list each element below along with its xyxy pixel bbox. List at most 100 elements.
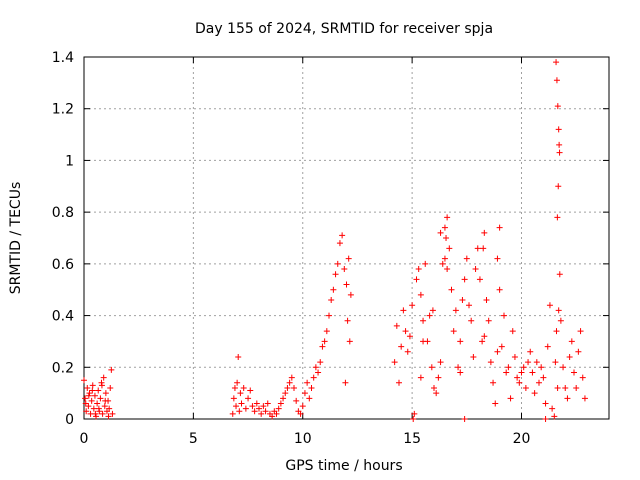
data-point [253, 400, 260, 407]
data-point [393, 322, 400, 329]
data-point [552, 359, 559, 366]
data-point [562, 384, 569, 391]
data-point [245, 395, 252, 402]
data-point [527, 348, 534, 355]
data-point [472, 266, 479, 273]
data-point [319, 343, 326, 350]
data-point [291, 384, 297, 391]
data-point [234, 379, 241, 386]
data-point [417, 374, 424, 381]
data-point [554, 103, 561, 110]
data-point [308, 384, 315, 391]
data-point [483, 297, 490, 304]
data-point [468, 317, 475, 324]
data-point [413, 276, 420, 283]
data-point [556, 149, 563, 156]
data-point [476, 276, 483, 283]
data-point [107, 384, 114, 391]
data-point [554, 214, 561, 221]
data-point [420, 317, 427, 324]
data-point [437, 359, 444, 366]
data-point [93, 413, 100, 420]
data-point [100, 374, 107, 381]
data-point [102, 390, 109, 397]
data-point [498, 343, 505, 350]
data-point [297, 410, 304, 417]
data-point [410, 416, 417, 422]
data-point [420, 338, 427, 345]
y-tick-label: 1 [65, 153, 74, 169]
data-point [542, 416, 549, 422]
y-tick-label: 1.4 [52, 50, 74, 66]
data-point [98, 382, 105, 389]
y-tick-label: 0.8 [52, 205, 74, 221]
data-point [342, 379, 349, 386]
data-point [448, 286, 455, 293]
data-point [496, 224, 503, 231]
data-point [336, 240, 343, 247]
data-point [238, 400, 245, 407]
data-point [402, 328, 409, 335]
data-point [536, 379, 542, 386]
data-point [544, 343, 551, 350]
data-point [529, 369, 536, 376]
data-point [99, 410, 106, 417]
data-point [400, 307, 407, 314]
data-point [233, 403, 240, 410]
data-point [231, 384, 238, 391]
data-point [431, 384, 437, 391]
data-point [555, 126, 562, 133]
data-point [439, 260, 446, 267]
data-point [97, 395, 104, 402]
data-point [343, 281, 350, 288]
data-point [457, 369, 464, 376]
y-tick-label: 0 [65, 412, 74, 428]
data-point [286, 379, 293, 386]
data-point [481, 333, 488, 340]
data-point [557, 317, 564, 324]
data-point [95, 387, 102, 394]
data-point [330, 286, 337, 293]
data-point [581, 395, 588, 402]
data-point [108, 366, 115, 373]
data-point [247, 387, 254, 394]
data-point [301, 390, 308, 397]
data-point [345, 255, 352, 262]
data-point [571, 369, 577, 376]
data-point [230, 395, 237, 402]
data-point [89, 382, 96, 389]
x-tick-label: 20 [513, 431, 531, 447]
chart-title: Day 155 of 2024, SRMTID for receiver spj… [195, 21, 493, 37]
data-point [82, 395, 89, 402]
grid [84, 57, 609, 419]
data-point [236, 408, 243, 415]
data-point [433, 390, 440, 397]
plot-frame [83, 56, 610, 420]
data-point [441, 224, 448, 231]
data-point [264, 400, 271, 407]
data-point [516, 379, 523, 386]
data-point [441, 255, 448, 262]
data-point [554, 384, 561, 391]
data-point [540, 374, 547, 381]
data-point [422, 260, 429, 267]
x-tick-label: 10 [294, 431, 312, 447]
data-point [85, 403, 92, 410]
data-point [90, 405, 97, 412]
data-point [398, 343, 405, 350]
data-point [82, 400, 89, 407]
x-tick-label: 15 [403, 431, 421, 447]
data-point [531, 390, 538, 397]
data-point [494, 348, 501, 355]
data-point [109, 410, 116, 417]
data-point [466, 302, 472, 309]
data-point [273, 410, 280, 417]
data-point [92, 410, 99, 417]
data-point [511, 353, 518, 360]
data-point [332, 271, 339, 278]
data-point [277, 400, 284, 407]
x-tick-label: 5 [189, 431, 198, 447]
data-point [428, 364, 435, 371]
data-point [88, 397, 95, 404]
data-point [105, 413, 112, 420]
